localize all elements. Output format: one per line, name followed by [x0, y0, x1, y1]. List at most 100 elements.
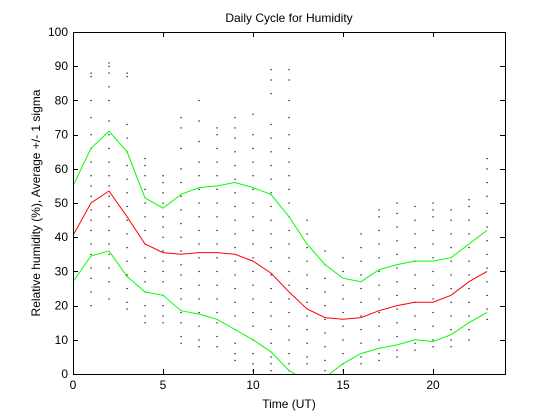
- scatter-point: [144, 322, 146, 324]
- scatter-point: [342, 298, 344, 300]
- scatter-point: [90, 305, 92, 307]
- scatter-point: [288, 69, 290, 71]
- scatter-point: [216, 134, 218, 136]
- scatter-point: [306, 329, 308, 331]
- scatter-point: [270, 301, 272, 303]
- scatter-point: [198, 284, 200, 286]
- scatter-point: [198, 229, 200, 232]
- scatter-point: [180, 127, 182, 129]
- scatter-point: [234, 151, 236, 153]
- scatter-point: [144, 281, 146, 283]
- scatter-point: [108, 147, 110, 149]
- lower-sigma-line: [73, 250, 488, 374]
- scatter-point: [234, 301, 236, 303]
- scatter-point: [144, 164, 146, 167]
- scatter-point: [324, 305, 326, 307]
- y-tick-label: 20: [55, 299, 69, 313]
- scatter-point: [342, 311, 344, 314]
- scatter-point: [360, 342, 362, 344]
- scatter-point: [90, 267, 92, 269]
- scatter-point: [306, 260, 308, 262]
- scatter-point: [432, 229, 434, 232]
- scatter-point: [450, 219, 452, 221]
- scatter-point: [234, 219, 236, 221]
- scatter-point: [414, 247, 416, 249]
- scatter-point: [306, 274, 308, 276]
- scatter-point: [324, 332, 326, 334]
- scatter-point: [234, 127, 236, 129]
- scatter-point: [450, 209, 452, 211]
- scatter-point: [396, 226, 398, 228]
- scatter-point: [378, 229, 380, 232]
- scatter-point: [162, 236, 164, 238]
- scatter-point: [90, 72, 92, 74]
- scatter-point: [450, 247, 452, 249]
- y-tick-label: 50: [55, 196, 69, 210]
- scatter-point: [198, 202, 200, 204]
- scatter-point: [198, 311, 200, 314]
- scatter-point: [198, 346, 200, 348]
- scatter-point: [198, 216, 200, 218]
- scatter-point: [180, 168, 182, 170]
- scatter-point: [180, 182, 182, 184]
- scatter-point: [90, 209, 92, 211]
- scatter-point: [108, 62, 110, 64]
- scatter-point: [90, 219, 92, 221]
- scatter-point: [162, 270, 164, 273]
- scatter-point: [108, 65, 110, 67]
- scatter-point: [396, 253, 398, 255]
- scatter-point: [324, 359, 326, 361]
- scatter-point: [288, 117, 290, 119]
- scatter-point: [180, 342, 182, 344]
- scatter-point: [252, 113, 254, 115]
- scatter-point: [90, 229, 92, 232]
- scatter-point: [216, 188, 218, 190]
- scatter-point: [306, 247, 308, 249]
- scatter-point: [180, 288, 182, 290]
- scatter-point: [162, 226, 164, 228]
- scatter-point: [288, 311, 290, 314]
- scatter-point: [126, 205, 128, 208]
- scatter-point: [126, 123, 128, 125]
- scatter-point: [306, 288, 308, 290]
- scatter-point: [306, 363, 308, 365]
- scatter-point: [144, 216, 146, 218]
- scatter-point: [216, 257, 218, 259]
- scatter-point: [180, 236, 182, 238]
- scatter-point: [288, 79, 290, 81]
- scatter-point: [396, 335, 398, 338]
- scatter-point: [180, 264, 182, 266]
- scatter-point: [414, 274, 416, 276]
- scatter-point: [306, 219, 308, 221]
- scatter-point: [90, 161, 92, 163]
- scatter-point: [90, 175, 92, 177]
- scatter-point: [306, 342, 308, 344]
- scatter-point: [252, 229, 254, 232]
- scatter-point: [126, 219, 128, 221]
- scatter-point: [252, 175, 254, 177]
- scatter-point: [144, 270, 146, 273]
- scatter-point: [468, 260, 470, 262]
- scatter-point: [234, 192, 236, 194]
- y-tick-label: 0: [61, 367, 68, 381]
- scatter-point: [180, 335, 182, 338]
- scatter-point: [252, 284, 254, 286]
- scatter-point: [216, 335, 218, 338]
- scatter-point: [396, 294, 398, 296]
- y-tick-label: 60: [55, 162, 69, 176]
- scatter-point: [108, 205, 110, 208]
- scatter-point: [216, 202, 218, 204]
- y-axis-label: Relative humidity (%), Average +/- 1 sig…: [29, 89, 43, 316]
- scatter-point: [108, 185, 110, 187]
- scatter-point: [270, 370, 272, 372]
- scatter-point: [216, 284, 218, 286]
- scatter-point: [180, 298, 182, 300]
- scatter-point: [234, 164, 236, 167]
- scatter-point: [108, 281, 110, 283]
- scatter-point: [324, 346, 326, 348]
- scatter-point: [414, 315, 416, 317]
- scatter-point: [216, 322, 218, 324]
- scatter-point: [90, 253, 92, 255]
- scatter-point: [360, 315, 362, 317]
